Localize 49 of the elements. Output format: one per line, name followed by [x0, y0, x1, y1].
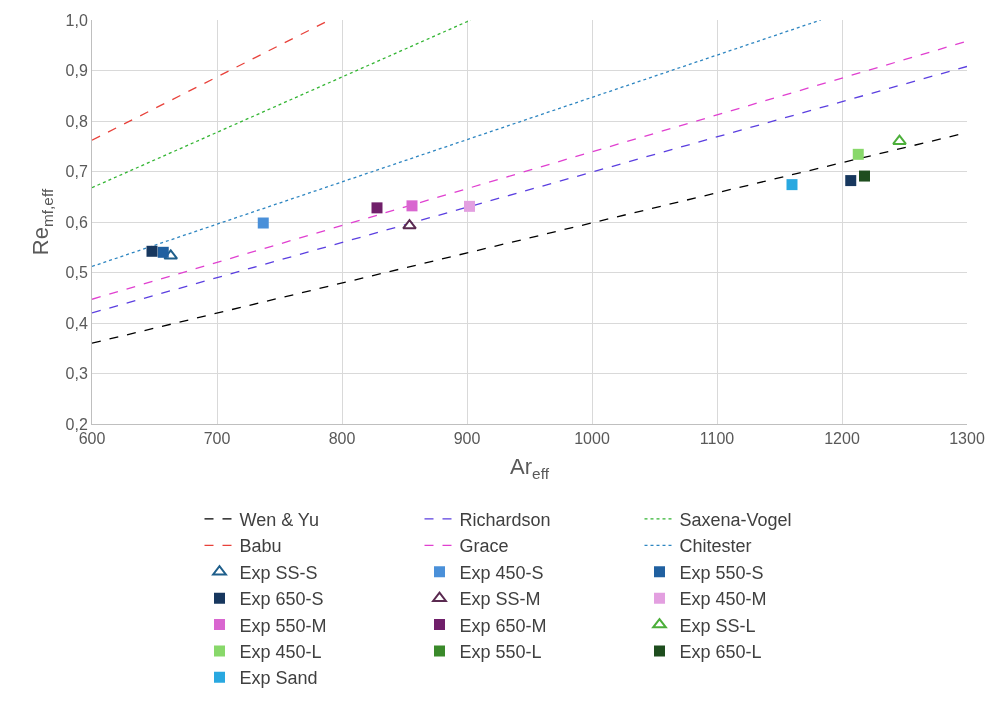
y-tick-label: 0,7 [65, 163, 88, 181]
point [146, 245, 158, 257]
x-tick-label: 1100 [699, 430, 735, 448]
legend-label: Exp SS-S [239, 562, 318, 583]
x-tick-label: 600 [78, 430, 106, 448]
point [402, 219, 417, 230]
point [464, 200, 475, 212]
y-tick-label: 0,6 [65, 213, 88, 231]
legend-label: Exp 450-L [239, 641, 322, 662]
legend-label: Grace [459, 536, 509, 557]
y-tick-label: 0,4 [65, 314, 88, 332]
legend-label: Exp SS-L [679, 615, 756, 636]
legend-label: Exp 450-S [459, 562, 544, 583]
point [157, 246, 169, 258]
legend-label: Exp 650-M [459, 615, 547, 636]
x-tick-label: 900 [453, 430, 481, 448]
y-tick-label: 0,3 [65, 365, 88, 383]
legend-label: Exp 450-M [679, 589, 767, 610]
point [257, 217, 269, 229]
point [845, 175, 857, 187]
x-tick-label: 800 [328, 430, 356, 448]
point [852, 148, 864, 160]
legend-label: Exp 550-L [459, 641, 542, 662]
y-tick-label: 0,5 [65, 264, 88, 282]
point [371, 202, 383, 214]
legend-label: Exp 650-L [679, 641, 762, 662]
x-tick-label: 1200 [824, 430, 860, 448]
point [786, 179, 798, 191]
y-tick-label: 0,9 [65, 62, 88, 80]
point [859, 170, 870, 182]
y-tick-label: 1,0 [65, 11, 88, 29]
x-tick-label: 1300 [949, 430, 985, 448]
legend-label: Exp 650-S [239, 589, 324, 610]
legend-label: Chitester [679, 536, 752, 557]
legend-label: Wen & Yu [239, 509, 319, 530]
y-tick-label: 0,8 [65, 112, 88, 130]
point [892, 134, 907, 145]
point [406, 200, 418, 212]
legend-label: Exp SS-M [459, 589, 541, 610]
legend-label: Exp Sand [239, 668, 318, 689]
x-axis-title: Ar$_{eff}$ [510, 454, 550, 482]
legend-label: Saxena-Vogel [679, 509, 792, 530]
legend-label: Richardson [459, 509, 551, 530]
y-tick-label: 0,2 [65, 415, 88, 433]
legend-label: Babu [239, 536, 282, 557]
legend-label: Exp 550-M [239, 615, 327, 636]
x-tick-label: 700 [203, 430, 231, 448]
x-tick-label: 1000 [574, 430, 610, 448]
legend-label: Exp 550-S [679, 562, 764, 583]
